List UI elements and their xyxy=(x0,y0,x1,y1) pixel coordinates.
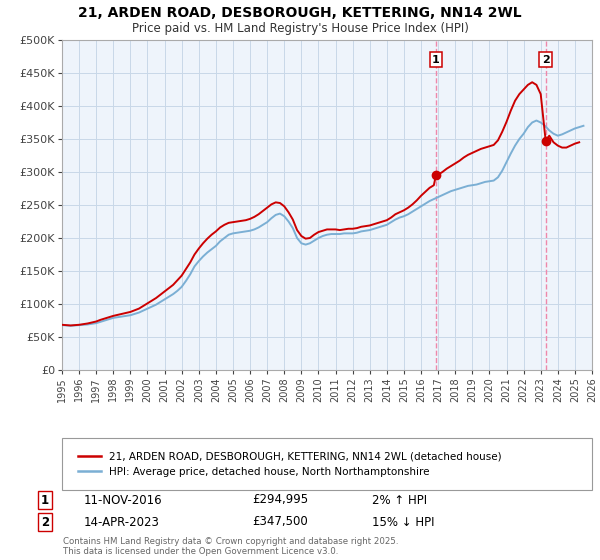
Text: £347,500: £347,500 xyxy=(252,516,308,529)
Text: 14-APR-2023: 14-APR-2023 xyxy=(84,516,160,529)
Text: £294,995: £294,995 xyxy=(252,493,308,506)
Text: 1: 1 xyxy=(41,493,49,506)
Text: 2: 2 xyxy=(542,55,550,65)
Text: 11-NOV-2016: 11-NOV-2016 xyxy=(84,493,163,506)
Text: 2: 2 xyxy=(41,516,49,529)
Text: Contains HM Land Registry data © Crown copyright and database right 2025.
This d: Contains HM Land Registry data © Crown c… xyxy=(63,536,398,556)
Legend: 21, ARDEN ROAD, DESBOROUGH, KETTERING, NN14 2WL (detached house), HPI: Average p: 21, ARDEN ROAD, DESBOROUGH, KETTERING, N… xyxy=(73,446,507,482)
Text: Price paid vs. HM Land Registry's House Price Index (HPI): Price paid vs. HM Land Registry's House … xyxy=(131,22,469,35)
Text: 1: 1 xyxy=(432,55,440,65)
Text: 15% ↓ HPI: 15% ↓ HPI xyxy=(372,516,434,529)
Text: 21, ARDEN ROAD, DESBOROUGH, KETTERING, NN14 2WL: 21, ARDEN ROAD, DESBOROUGH, KETTERING, N… xyxy=(78,6,522,20)
Text: 2% ↑ HPI: 2% ↑ HPI xyxy=(372,493,427,506)
FancyBboxPatch shape xyxy=(62,438,592,490)
